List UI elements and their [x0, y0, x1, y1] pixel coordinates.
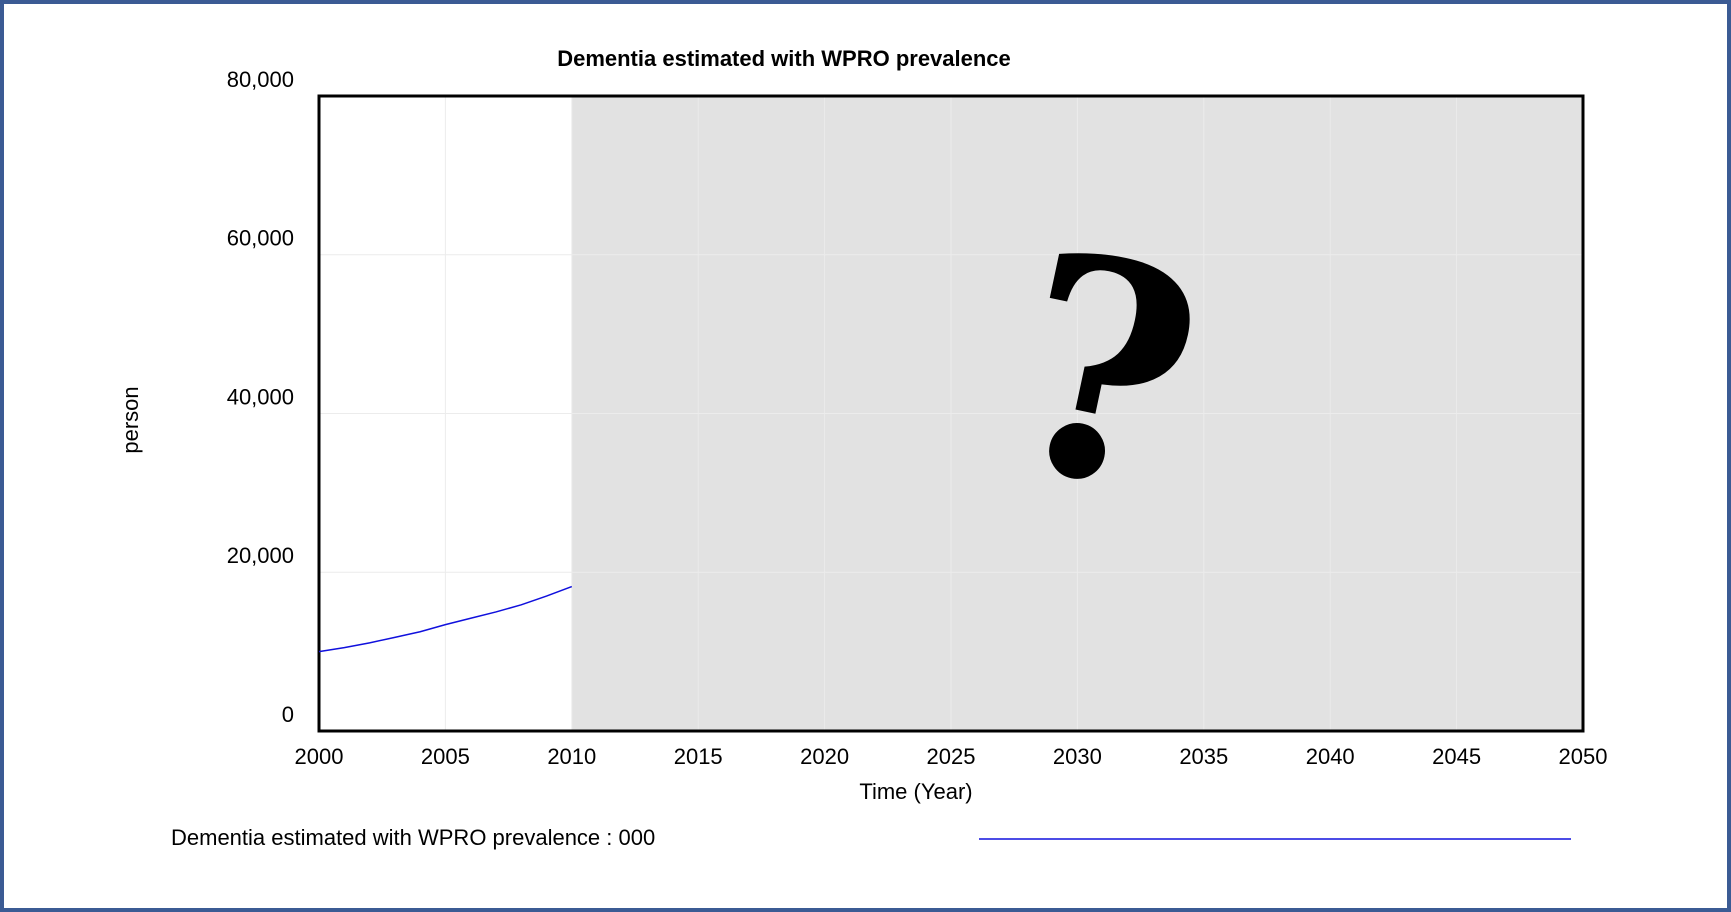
- x-tick-label: 2005: [421, 744, 470, 769]
- x-tick-label: 2045: [1432, 744, 1481, 769]
- y-tick-label: 40,000: [227, 384, 294, 409]
- y-tick-label: 60,000: [227, 226, 294, 251]
- x-tick-label: 2025: [927, 744, 976, 769]
- x-tick-label: 2015: [674, 744, 723, 769]
- x-tick-label: 2050: [1559, 744, 1608, 769]
- x-tick-label: 2010: [547, 744, 596, 769]
- y-axis-label: person: [118, 386, 143, 453]
- plot-frame: [317, 94, 1585, 733]
- legend-label: Dementia estimated with WPRO prevalence …: [171, 825, 655, 850]
- series-line: [318, 585, 573, 653]
- x-axis-label: Time (Year): [859, 779, 972, 804]
- chart-title: Dementia estimated with WPRO prevalence: [557, 46, 1011, 71]
- x-tick-label: 2020: [800, 744, 849, 769]
- x-tick-label: 2000: [295, 744, 344, 769]
- x-tick-label: 2035: [1179, 744, 1228, 769]
- y-tick-label: 20,000: [227, 543, 294, 568]
- y-tick-label: 80,000: [227, 67, 294, 92]
- x-tick-label: 2030: [1053, 744, 1102, 769]
- y-tick-label: 0: [282, 702, 294, 727]
- x-tick-label: 2040: [1306, 744, 1355, 769]
